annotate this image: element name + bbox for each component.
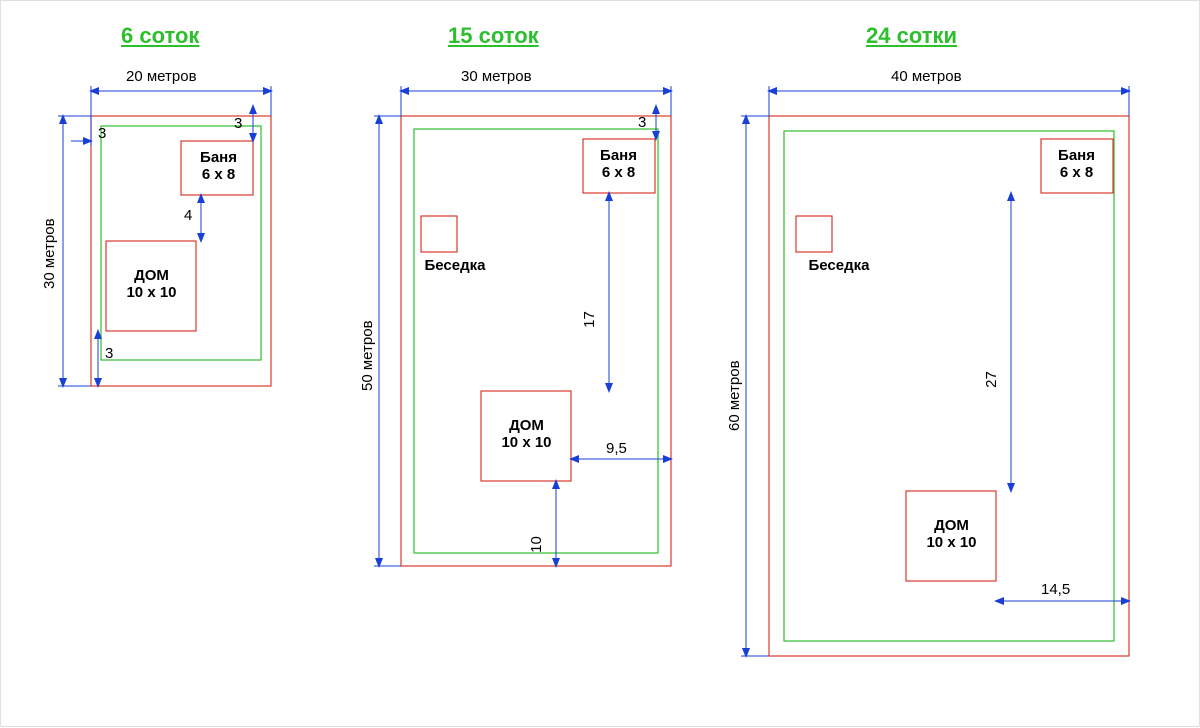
p3-dim-mid: 27 [983,371,1000,388]
p3-dom-label: ДОМ 10 x 10 [914,517,989,552]
p3-dim-right: 14,5 [1041,581,1070,598]
panel3-svg [1,1,1200,728]
p3-banya-label: Баня 6 x 8 [1049,147,1104,182]
diagram-page: 6 соток 20 метров 30 метров [0,0,1200,727]
p3-besedka-label: Беседка [799,257,879,274]
